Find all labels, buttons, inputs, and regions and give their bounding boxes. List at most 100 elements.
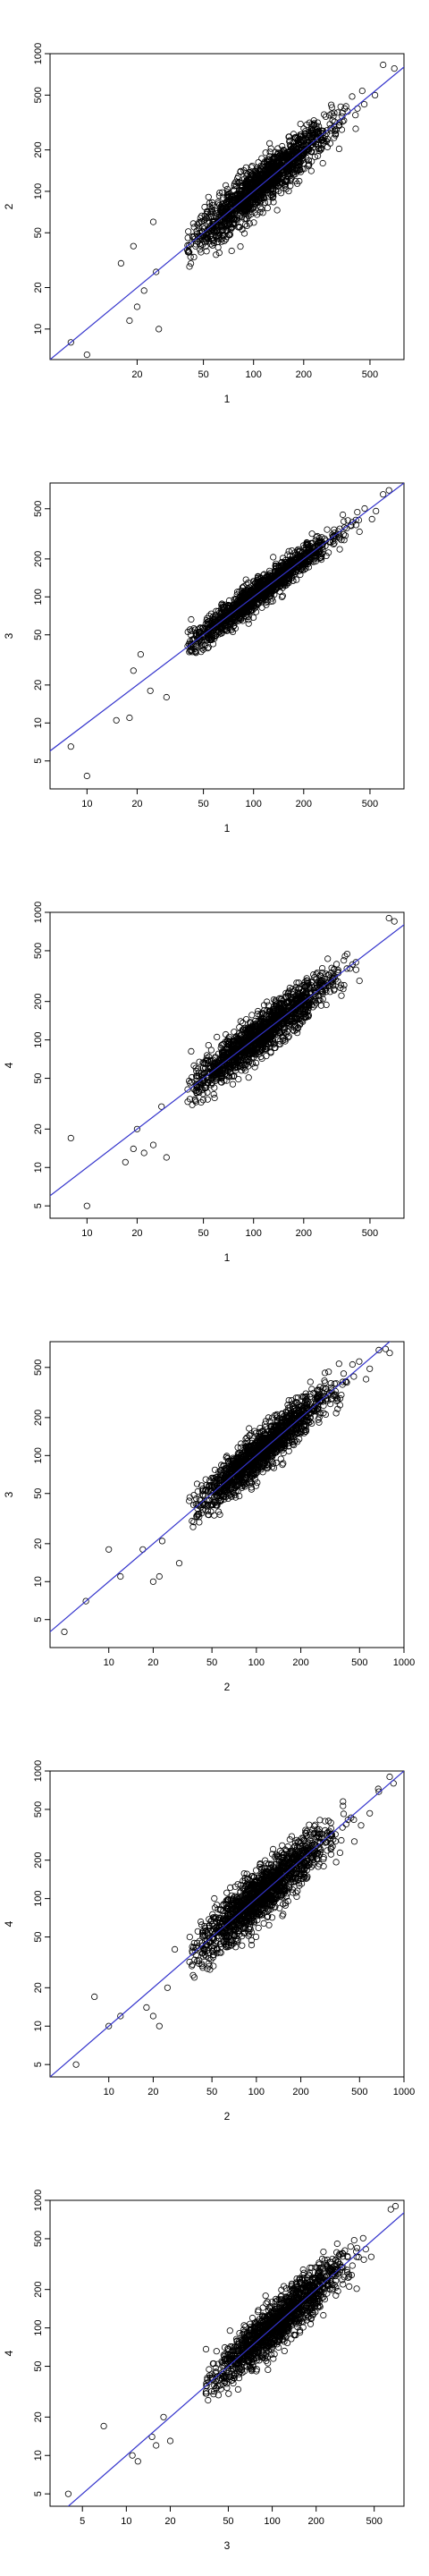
data-point [282,1030,290,1038]
data-point [257,206,265,213]
x-tick-label: 200 [296,1228,312,1239]
data-point [218,238,225,245]
outlier-point [163,693,170,701]
data-point [206,1077,214,1084]
data-point [313,123,320,130]
outlier-point [391,918,398,925]
data-point [317,1002,324,1009]
data-point [301,130,309,137]
data-point [293,979,300,987]
outlier-point [133,303,140,310]
data-point [205,644,212,651]
data-point [341,537,348,544]
outlier-point [153,268,160,275]
outlier-point [380,61,387,69]
data-point [230,193,237,200]
data-point [285,1022,292,1030]
data-point [305,1004,312,1012]
data-point [331,974,338,982]
data-point [259,1015,267,1022]
data-point [310,138,317,145]
outlier-point [83,351,90,359]
data-point [341,532,349,539]
data-point [184,246,191,254]
data-point [271,573,278,580]
data-point [229,1080,237,1088]
data-point [315,996,323,1004]
data-point [317,555,325,564]
data-point [214,243,222,251]
data-point [244,203,251,211]
data-point [295,567,302,575]
data-point [308,997,316,1005]
data-point [265,199,272,206]
data-point [264,156,271,163]
y-tick-label: 5 [33,1203,44,1208]
data-point [331,986,338,993]
data-point [294,989,301,996]
plot-frame [49,1341,405,1648]
data-point [193,1089,200,1097]
data-point [249,588,257,595]
outlier-point [113,716,120,724]
data-point [243,222,250,230]
data-point [248,170,255,177]
x-tick-label: 500 [362,1228,378,1239]
data-point [343,965,350,972]
data-point [299,155,306,162]
data-point [286,163,293,170]
data-point [341,957,348,964]
data-point [219,1070,226,1078]
data-point [278,568,285,575]
data-point [262,173,270,180]
data-point [239,584,246,591]
fit-line [50,483,404,752]
data-point [188,627,195,634]
data-point [356,978,363,985]
data-point [278,593,286,601]
data-point [273,174,280,182]
data-point [187,253,194,260]
data-point [314,970,321,977]
data-point [225,1033,233,1040]
data-point [236,1024,243,1031]
outlier-point [67,339,74,346]
data-point [223,627,231,634]
data-point [198,1098,205,1106]
data-point [203,233,210,241]
data-point [249,598,257,606]
data-point [338,126,346,133]
data-point [287,565,295,572]
data-point [240,600,248,607]
x-tick-label: 100 [246,369,262,380]
data-point [250,1024,257,1031]
data-point [315,129,323,136]
data-point [310,117,317,124]
data-point [315,145,323,152]
data-point [307,129,315,136]
data-point [303,977,310,984]
data-point [281,558,289,566]
data-point [195,629,203,636]
data-point [265,1464,272,1471]
data-point [241,1051,248,1058]
data-point [297,1020,304,1027]
outlier-point [140,1149,147,1157]
data-point [327,101,335,108]
data-point [237,1018,244,1025]
data-point [341,953,349,960]
data-point [300,146,308,153]
outlier-point [156,326,163,333]
data-point [352,959,359,966]
plot-area [50,1342,393,1636]
data-point [213,210,221,217]
data-point [205,193,212,200]
data-point [323,1001,330,1009]
data-point [252,199,259,207]
data-point [329,972,336,979]
data-point [204,235,212,242]
y-tick-label: 500 [33,87,44,103]
y-axis-label: 3 [3,632,15,639]
